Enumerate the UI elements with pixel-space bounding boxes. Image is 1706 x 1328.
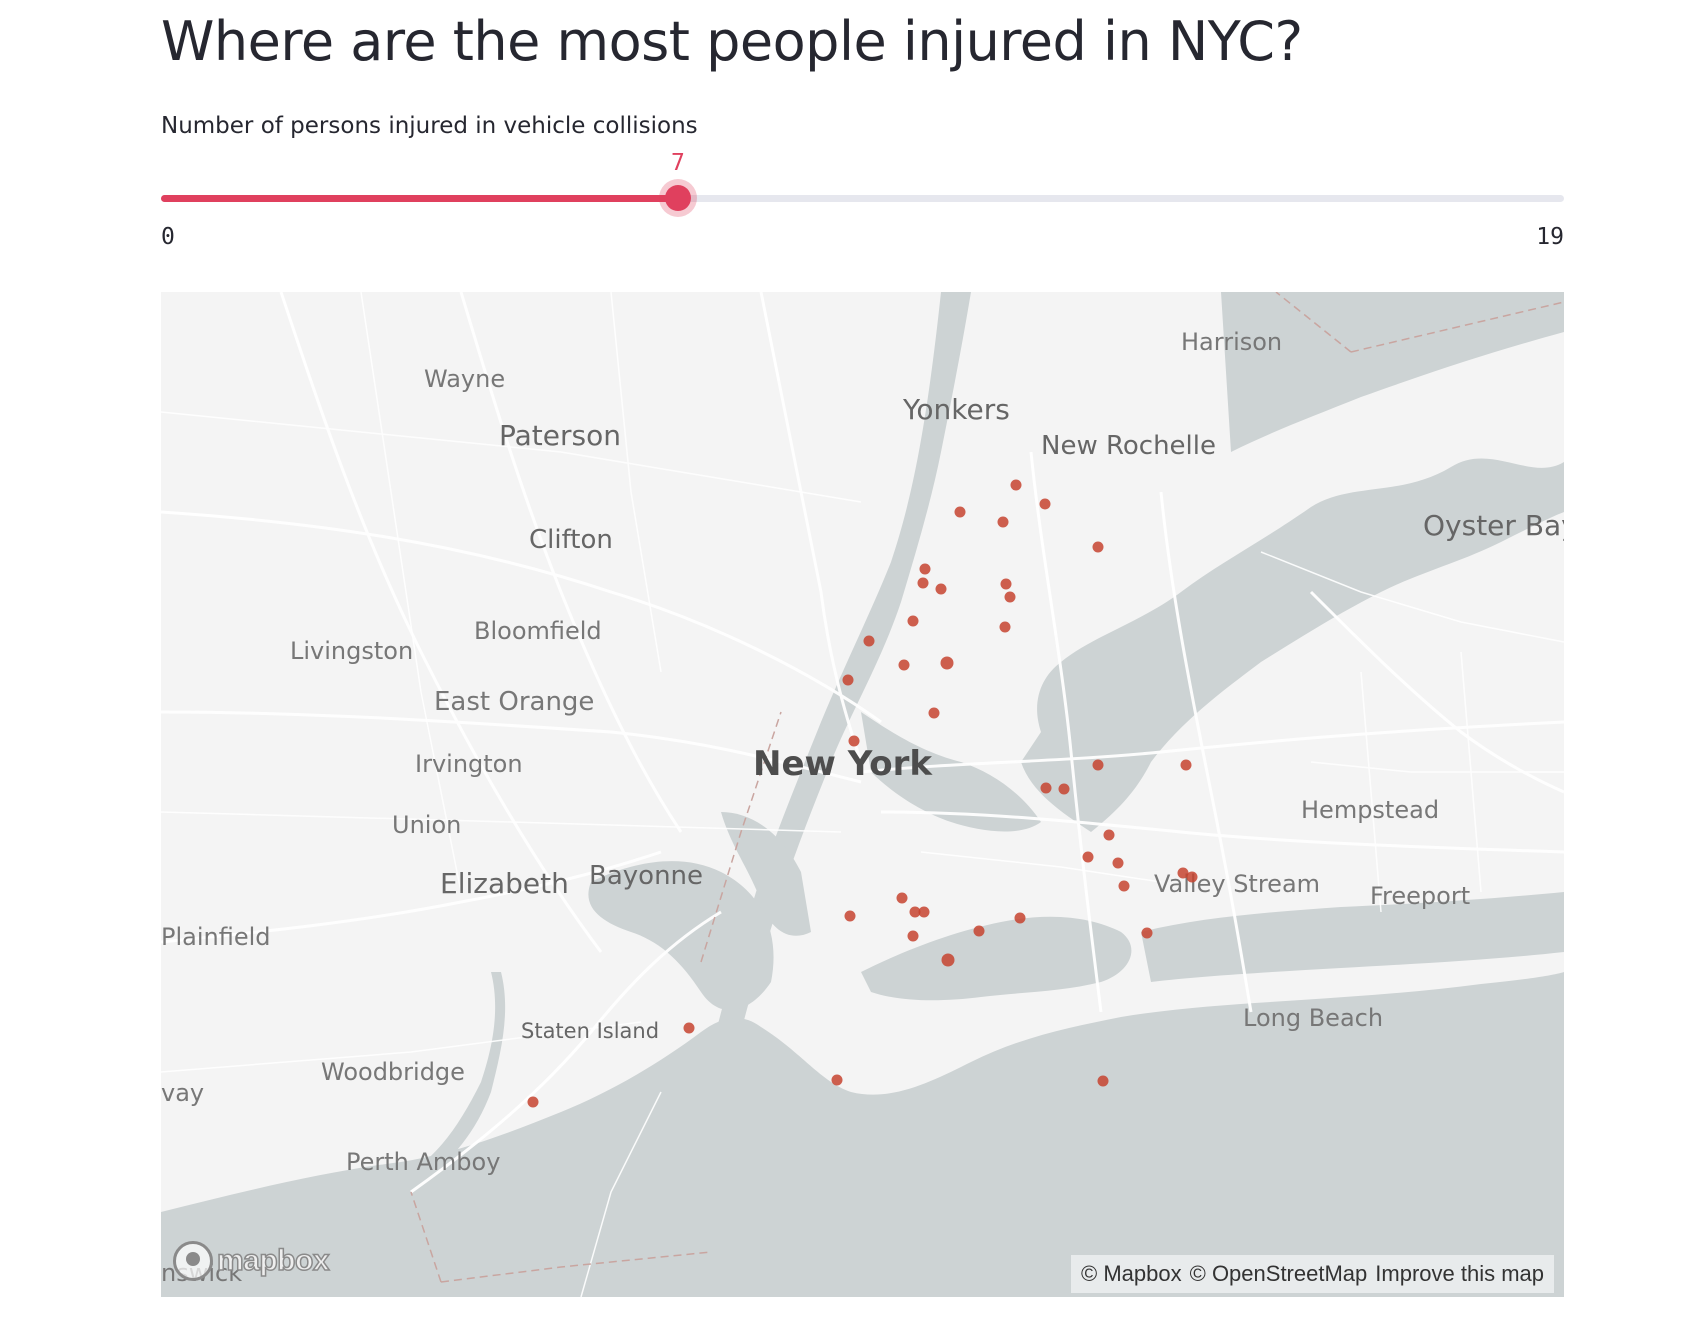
collision-point	[683, 1022, 695, 1034]
slider-max-label: 19	[1536, 224, 1564, 250]
collision-point	[941, 953, 955, 967]
collision-point	[928, 707, 940, 719]
map-roads	[161, 292, 1564, 1194]
label-plainfield: Plainfield	[161, 923, 271, 951]
label-union: Union	[392, 811, 461, 839]
collision-point	[997, 516, 1009, 528]
label-bloomfield: Bloomfield	[474, 617, 602, 645]
collision-point	[940, 656, 954, 670]
slider-fill	[161, 195, 678, 202]
collision-point	[909, 906, 921, 918]
collision-point	[999, 621, 1011, 633]
map-minor-roads	[161, 292, 1564, 1297]
collision-point	[1097, 1075, 1109, 1087]
slider-label: Number of persons injured in vehicle col…	[161, 113, 698, 139]
label-new-rochelle: New Rochelle	[1041, 431, 1216, 461]
collision-points	[527, 479, 1198, 1108]
collision-point	[919, 563, 931, 575]
label-long-beach: Long Beach	[1243, 1004, 1383, 1032]
label-bayonne: Bayonne	[589, 861, 703, 891]
mapbox-logo-text: mapbox	[216, 1243, 330, 1278]
collision-point	[1103, 829, 1115, 841]
collision-point	[844, 910, 856, 922]
collision-point	[848, 735, 860, 747]
injured-slider[interactable]: 7 0 19	[161, 150, 1564, 250]
collision-point	[1118, 880, 1130, 892]
label-perth-amboy: Perth Amboy	[346, 1148, 500, 1176]
map-attribution: © Mapbox © OpenStreetMap Improve this ma…	[1071, 1255, 1554, 1293]
label-vay: vay	[161, 1079, 204, 1107]
collision-point	[1014, 912, 1026, 924]
attribution-improve-link[interactable]: Improve this map	[1375, 1261, 1544, 1286]
map-water	[161, 292, 1564, 1297]
mapbox-logo[interactable]: mapbox	[173, 1241, 330, 1281]
collision-point	[935, 583, 947, 595]
attribution-osm-link[interactable]: © OpenStreetMap	[1189, 1261, 1368, 1286]
label-new-york: New York	[753, 744, 933, 784]
collision-point	[898, 659, 910, 671]
collision-point	[918, 906, 930, 918]
collision-point	[1092, 541, 1104, 553]
map-canvas[interactable]: Harrison Wayne Yonkers Paterson New Roch…	[161, 292, 1564, 1297]
label-paterson: Paterson	[499, 419, 621, 452]
label-clifton: Clifton	[529, 525, 613, 555]
attribution-mapbox-link[interactable]: © Mapbox	[1081, 1261, 1182, 1286]
collision-point	[907, 615, 919, 627]
collision-point	[896, 892, 908, 904]
slider-thumb[interactable]	[664, 185, 691, 211]
label-yonkers: Yonkers	[902, 393, 1010, 426]
label-east-orange: East Orange	[434, 687, 594, 717]
label-livingston: Livingston	[290, 637, 413, 665]
collision-point	[954, 506, 966, 518]
label-woodbridge: Woodbridge	[321, 1058, 465, 1086]
mapbox-logo-icon	[173, 1241, 213, 1281]
label-harrison: Harrison	[1181, 328, 1282, 356]
map-labels: Harrison Wayne Yonkers Paterson New Roch…	[161, 328, 1564, 1287]
collision-point	[1141, 927, 1153, 939]
collision-point	[1040, 782, 1052, 794]
page-title: Where are the most people injured in NYC…	[161, 10, 1303, 73]
collision-point	[831, 1074, 843, 1086]
collision-point	[1186, 871, 1198, 883]
slider-track[interactable]	[161, 195, 1564, 202]
label-oyster-bay: Oyster Bay	[1423, 509, 1564, 542]
collision-point	[863, 635, 875, 647]
slider-value: 7	[670, 150, 685, 176]
slider-min-label: 0	[161, 224, 175, 250]
collision-point	[907, 930, 919, 942]
label-elizabeth: Elizabeth	[440, 867, 569, 900]
collision-point	[1180, 759, 1192, 771]
collision-point	[1177, 867, 1189, 879]
label-wayne: Wayne	[424, 365, 505, 393]
collision-point	[527, 1096, 539, 1108]
collision-point	[1004, 591, 1016, 603]
label-freeport: Freeport	[1370, 882, 1470, 910]
collision-point	[1112, 857, 1124, 869]
collision-point	[1058, 783, 1070, 795]
label-hempstead: Hempstead	[1301, 796, 1439, 824]
collision-point	[917, 577, 929, 589]
map[interactable]: Harrison Wayne Yonkers Paterson New Roch…	[161, 292, 1564, 1297]
label-irvington: Irvington	[415, 750, 523, 778]
collision-point	[1010, 479, 1022, 491]
collision-point	[973, 925, 985, 937]
collision-point	[842, 674, 854, 686]
map-boundaries	[410, 292, 1564, 1283]
label-staten-island: Staten Island	[521, 1019, 659, 1043]
collision-point	[1092, 759, 1104, 771]
collision-point	[1082, 851, 1094, 863]
collision-point	[1000, 578, 1012, 590]
collision-point	[1039, 498, 1051, 510]
